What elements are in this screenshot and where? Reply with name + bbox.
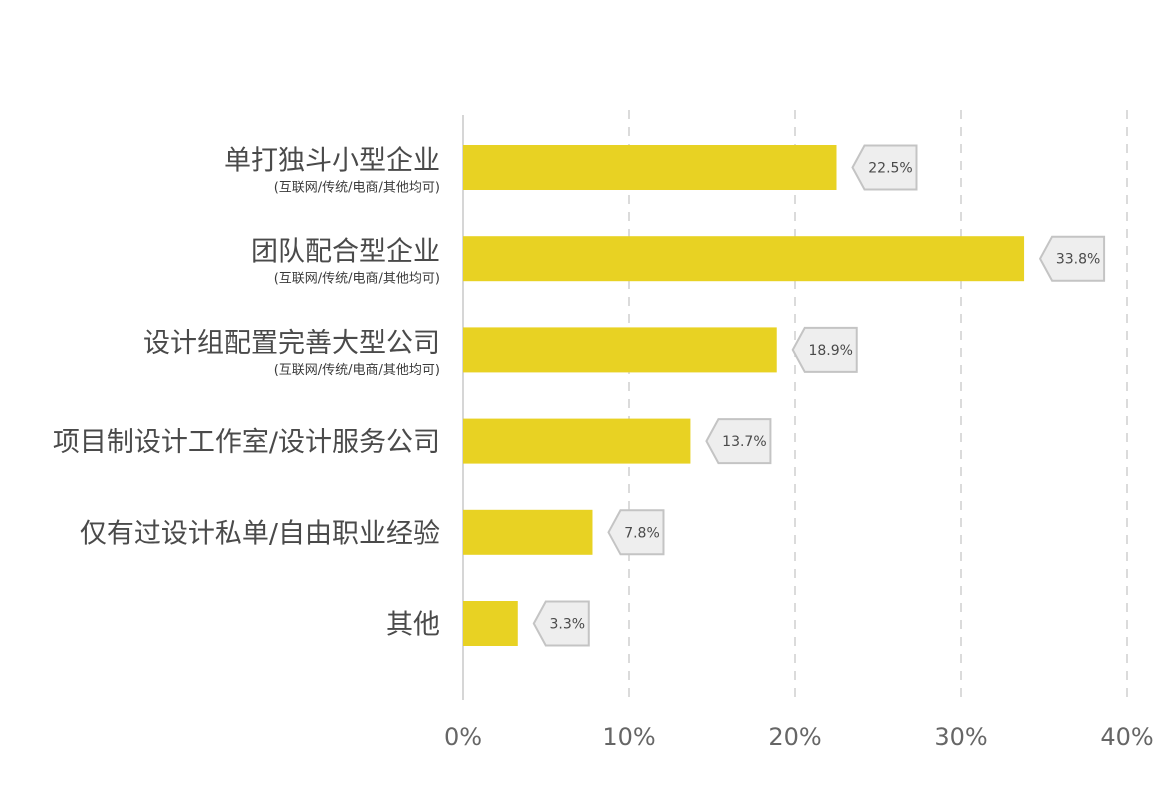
x-tick-label: 10% <box>602 723 655 751</box>
bar <box>463 601 518 646</box>
data-label-box <box>705 418 772 465</box>
data-label-box <box>851 144 918 191</box>
data-label-box <box>791 326 858 373</box>
x-tick-label: 40% <box>1100 723 1153 751</box>
x-axis-ticks: 0% 10% 20% 30% 40% <box>444 723 1154 751</box>
category-label: 设计组配置完善大型公司 <box>143 328 440 359</box>
bar <box>463 418 691 464</box>
data-label-box <box>1038 235 1106 282</box>
data-label-box <box>607 509 665 556</box>
data-labels: 22.5% 33.8% 18.9% 13.7% 7.8% 3.3% <box>532 144 1106 647</box>
bar <box>463 145 837 190</box>
category-note: (互联网/传统/电商/其他均可) <box>274 181 440 196</box>
bar <box>463 509 593 555</box>
bars <box>463 145 1025 646</box>
x-tick-label: 30% <box>934 723 987 751</box>
x-tick-label: 20% <box>768 723 821 751</box>
grid-lines <box>628 110 1128 700</box>
category-labels: 单打独斗小型企业 (互联网/传统/电商/其他均可) 团队配合型企业 (互联网/传统/电… <box>53 146 440 641</box>
data-label: 13.7% <box>722 434 766 450</box>
bar <box>463 236 1025 282</box>
bar <box>463 327 777 373</box>
category-label: 项目制设计工作室/设计服务公司 <box>53 427 440 458</box>
category-label: 其他 <box>386 610 440 641</box>
x-tick-label: 0% <box>444 723 482 751</box>
category-note: (互联网/传统/电商/其他均可) <box>274 363 440 378</box>
category-label: 团队配合型企业 <box>251 237 440 268</box>
data-label-box <box>532 600 590 647</box>
data-label: 7.8% <box>624 525 660 541</box>
data-label: 22.5% <box>868 161 912 177</box>
data-label: 33.8% <box>1056 252 1100 268</box>
category-label: 单打独斗小型企业 <box>224 146 440 177</box>
category-label: 仅有过设计私单/自由职业经验 <box>80 518 440 549</box>
data-label: 3.3% <box>549 617 585 633</box>
category-note: (互联网/传统/电商/其他均可) <box>274 272 440 287</box>
data-label: 18.9% <box>808 343 852 359</box>
